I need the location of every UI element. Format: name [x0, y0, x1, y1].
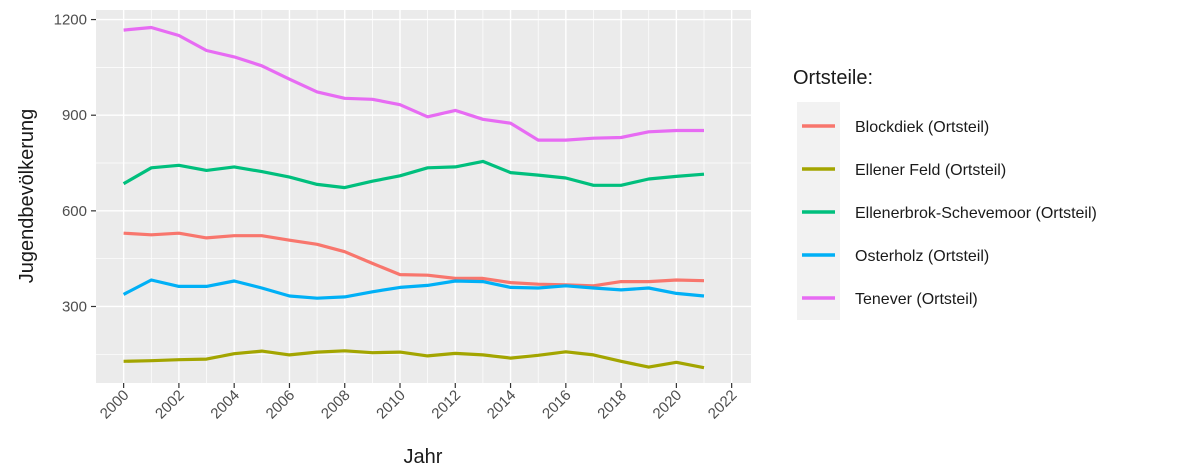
- x-tick-label: 2000: [97, 387, 133, 423]
- x-tick-label: 2016: [539, 387, 575, 423]
- x-tick-label: 2008: [318, 387, 354, 423]
- x-tick-label: 2012: [428, 387, 464, 423]
- legend-label: Ellener Feld (Ortsteil): [855, 162, 1006, 179]
- x-tick-label: 2022: [705, 387, 741, 423]
- x-tick-label: 2020: [650, 387, 686, 423]
- y-tick-label: 300: [62, 298, 87, 315]
- x-tick-label: 2014: [484, 387, 520, 423]
- legend-label: Tenever (Ortsteil): [855, 291, 978, 308]
- x-tick-label: 2018: [594, 387, 630, 423]
- series-line-osterholz-ortsteil: [122, 278, 705, 300]
- plot-panel: [96, 10, 751, 383]
- major-gridlines: [96, 10, 751, 383]
- y-tick-label: 1200: [54, 12, 87, 29]
- series-lines: [122, 25, 705, 370]
- y-tick-label: 600: [62, 203, 87, 220]
- series-line-ellener-feld-ortsteil: [123, 349, 705, 370]
- legend-label: Blockdiek (Ortsteil): [855, 119, 989, 136]
- series-line-ellenerbrok-schevemoor-ortsteil: [122, 159, 705, 190]
- x-tick-label: 2002: [152, 387, 188, 423]
- legend-title: Ortsteile:: [793, 67, 873, 89]
- y-axis-title: Jugendbevölkerung: [16, 109, 38, 284]
- legend: Ortsteile: Blockdiek (Ortsteil) Ellener F…: [793, 67, 1097, 320]
- x-tick-label: 2010: [373, 387, 409, 423]
- x-axis-title: Jahr: [404, 446, 443, 468]
- x-tick-label: 2004: [207, 387, 243, 423]
- x-tick-label: 2006: [263, 387, 299, 423]
- series-line-tenever-ortsteil: [123, 25, 704, 142]
- minor-gridlines: [96, 10, 751, 383]
- legend-label: Osterholz (Ortsteil): [855, 248, 989, 265]
- x-axis: 2000 2002 2004 2006 2008 2010 2012 2014 2016 2018…: [97, 383, 741, 423]
- y-tick-label: 900: [62, 107, 87, 124]
- legend-label: Ellenerbrok-Schevemoor (Ortsteil): [855, 205, 1097, 222]
- series-line-blockdiek-ortsteil: [123, 231, 705, 288]
- y-axis: 300 600 900 1200: [54, 12, 96, 315]
